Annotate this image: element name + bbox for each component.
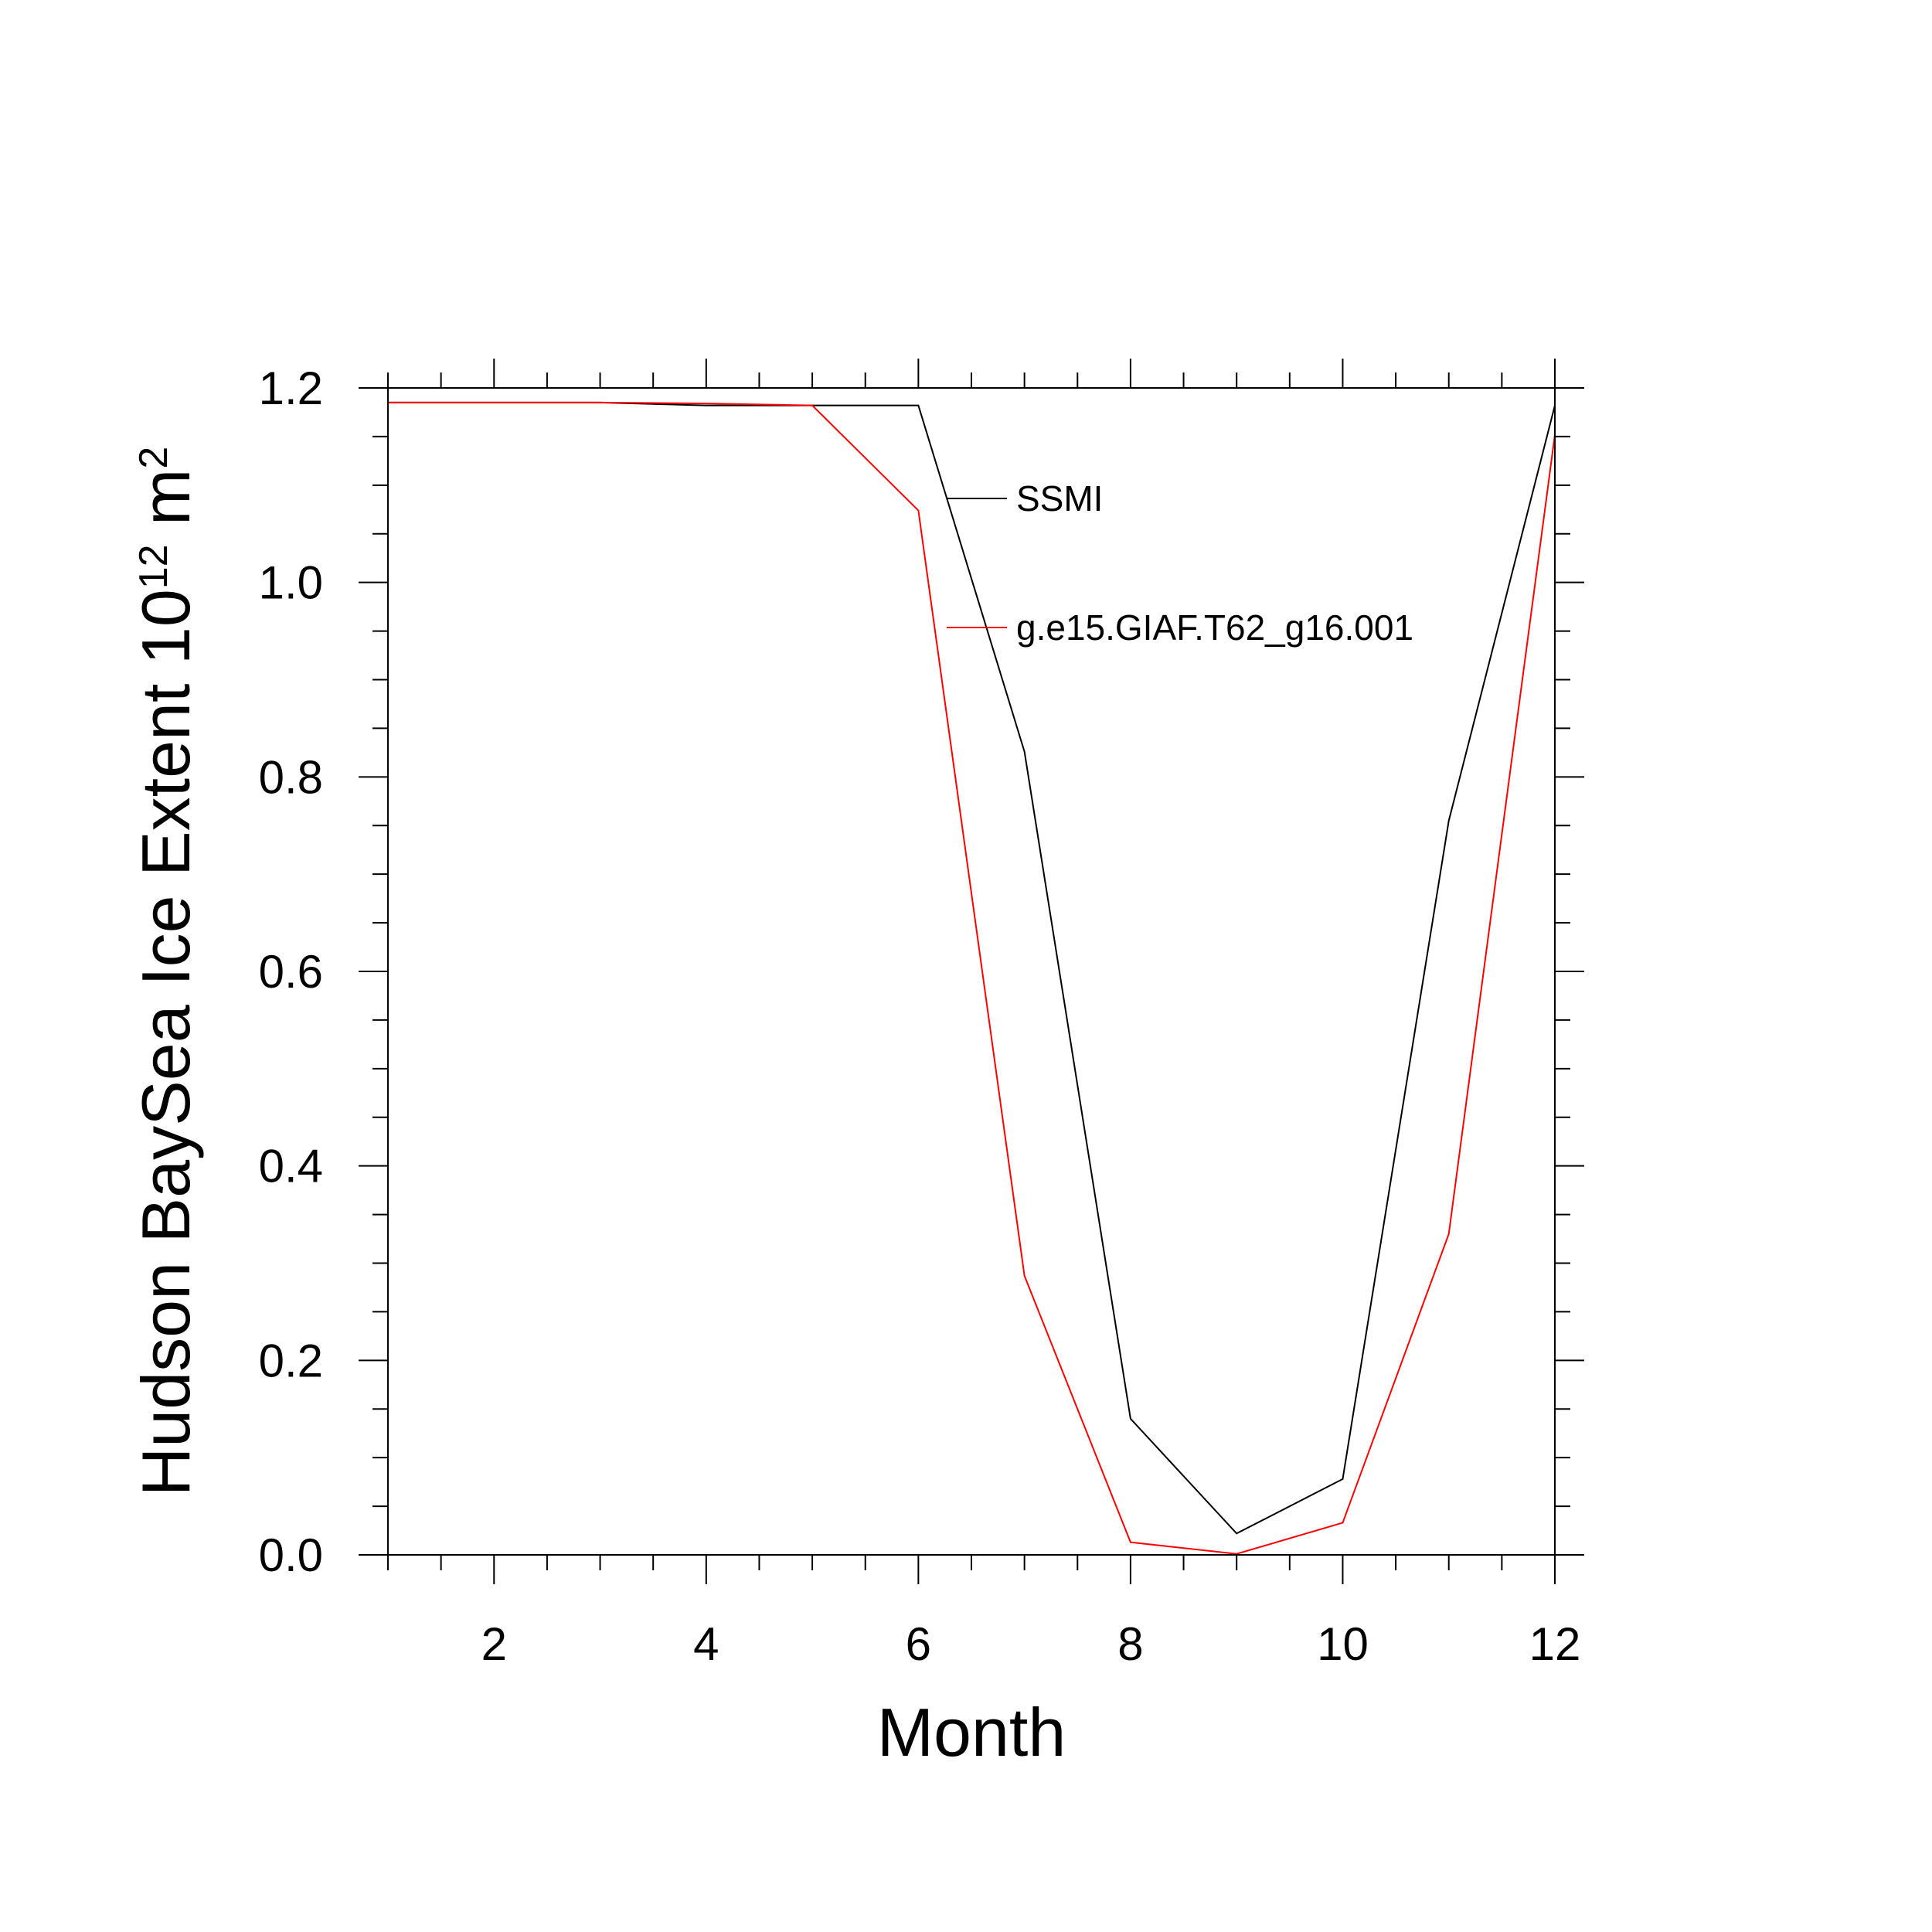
y-tick-label: 0.2 <box>259 1335 323 1386</box>
y-axis-title-exponent: 12 <box>131 544 176 589</box>
y-axis-title-unit-exponent: 2 <box>131 447 176 469</box>
legend-label: g.e15.GIAF.T62_g16.001 <box>1016 607 1413 648</box>
y-tick-label: 1.2 <box>259 362 323 414</box>
y-tick-label: 1.0 <box>259 557 323 609</box>
tick-labels: 2 4 6 8 10 12 0.0 0.2 0.4 0.6 0.8 1.0 1.2 <box>259 362 1581 1670</box>
plot-frame <box>387 387 1556 1556</box>
y-tick-label: 0.4 <box>259 1141 323 1192</box>
y-axis-title-text: Hudson BaySea Ice Extent 10 <box>128 589 204 1496</box>
series-lines <box>388 401 1556 1555</box>
x-axis-title: Month <box>877 1694 1066 1770</box>
axis-ticks <box>359 359 1584 1584</box>
legend-label: SSMI <box>1016 478 1103 519</box>
y-axis-title: Hudson BaySea Ice Extent 1012 m2 <box>128 447 204 1497</box>
x-tick-label: 6 <box>906 1618 931 1670</box>
legend: SSMI g.e15.GIAF.T62_g16.001 <box>947 478 1413 648</box>
series-line-ssmi <box>388 401 1556 1535</box>
y-tick-label: 0.0 <box>259 1529 323 1581</box>
x-tick-label: 12 <box>1529 1618 1581 1670</box>
y-tick-label: 0.8 <box>259 751 323 803</box>
y-axis-title-unit: m <box>128 469 204 545</box>
x-tick-label: 8 <box>1117 1618 1143 1670</box>
x-tick-label: 2 <box>481 1618 507 1670</box>
x-tick-label: 10 <box>1317 1618 1369 1670</box>
series-line-model <box>388 401 1556 1555</box>
y-tick-label: 0.6 <box>259 946 323 998</box>
x-tick-label: 4 <box>693 1618 719 1670</box>
